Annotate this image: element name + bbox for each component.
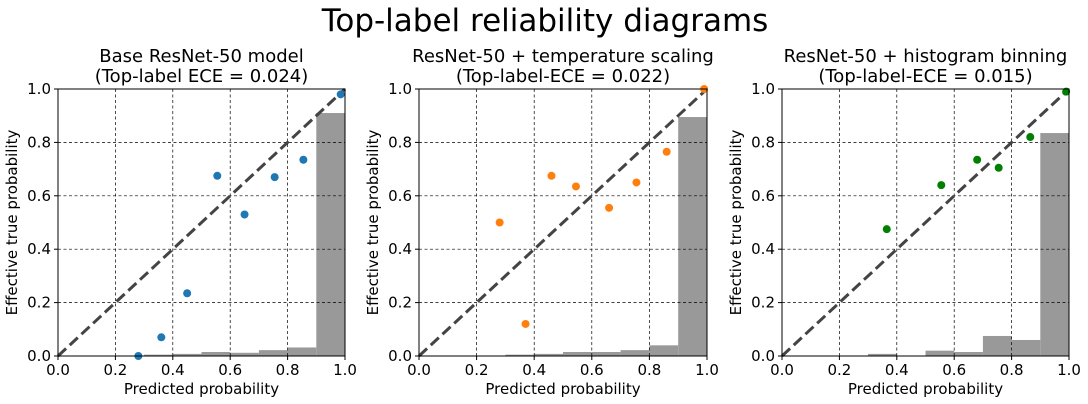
panel-histogram-binning: 0.0 0.2 0.4 0.6 0.8 1.0 0.0 0.2 0.4 0.6 0.8 1.0 ResN… — [727, 46, 1081, 398]
x-tick-label: 0.6 — [218, 361, 242, 379]
x-tick-label: 0.0 — [46, 361, 70, 379]
scatter-point — [547, 171, 556, 180]
y-tick-label: 0.0 — [751, 347, 775, 365]
histogram-bar — [925, 350, 955, 356]
scatter-point — [1026, 133, 1035, 142]
x-tick-label: 0.4 — [161, 361, 185, 379]
y-tick-label: 0.8 — [388, 133, 412, 151]
scatter-point — [571, 182, 580, 191]
axes-frame — [418, 88, 708, 357]
diagonal-reference-line — [417, 87, 709, 358]
scatter-point — [605, 203, 614, 212]
x-axis-label: Predicted probability — [848, 380, 1003, 398]
y-tick-label: 0.0 — [388, 347, 412, 365]
histogram-bar — [954, 351, 983, 356]
scatter-point — [521, 319, 530, 328]
histogram-bar — [591, 351, 621, 356]
histogram-bar — [230, 352, 259, 356]
x-tick-label: 1.0 — [695, 361, 719, 379]
scatter-point — [240, 210, 249, 219]
x-tick-label: 0.4 — [885, 361, 909, 379]
x-tick-label: 0.0 — [770, 361, 794, 379]
y-tick-label: 0.0 — [27, 347, 51, 365]
panel-temperature-scaling: 0.0 0.2 0.4 0.6 0.8 1.00.00.20.40.60.81.0ResN… — [364, 46, 719, 398]
x-tick-label: 0.4 — [522, 361, 546, 379]
y-axis-label: Effective true probability — [3, 129, 21, 315]
y-tick-label: 0.2 — [388, 294, 412, 312]
y-tick-label: 0.8 — [27, 133, 51, 151]
y-tick-label: 1.0 — [27, 80, 51, 98]
panel-title: Base ResNet-50 model — [99, 46, 303, 67]
figure-suptitle: Top-label reliability diagrams — [321, 3, 769, 39]
y-tick-label: 0.6 — [388, 187, 412, 205]
panel-subtitle: (Top-label ECE = 0.024) — [95, 66, 309, 87]
histogram-bar — [287, 347, 317, 356]
scatter-point — [213, 171, 222, 180]
histogram-bar — [678, 117, 707, 356]
scatter-point — [157, 333, 166, 342]
scatter-point — [336, 90, 345, 99]
y-tick-label: 0.8 — [751, 133, 775, 151]
y-tick-label: 1.0 — [388, 80, 412, 98]
histogram-bar — [258, 350, 288, 356]
x-tick-label: 0.6 — [580, 361, 604, 379]
axes-frame — [781, 88, 1070, 357]
histogram-bar — [982, 335, 1012, 356]
panel-title: ResNet-50 + temperature scaling — [412, 46, 714, 67]
y-tick-label: 0.2 — [27, 294, 51, 312]
histogram-bar — [649, 345, 679, 356]
scatter-point — [183, 289, 192, 298]
x-tick-label: 0.8 — [276, 361, 300, 379]
x-tick-label: 0.8 — [1000, 361, 1024, 379]
x-tick-label: 0.2 — [827, 361, 851, 379]
scatter-point — [662, 147, 671, 156]
panel-base-model: 0.0 0.2 0.4 0.6 0.8 1.0 0.0 0.2 0.4 0.6 0.8 1.0 Base… — [3, 46, 357, 398]
y-tick-label: 0.6 — [27, 187, 51, 205]
y-tick-label: 0.2 — [751, 294, 775, 312]
panel-subtitle: (Top-label-ECE = 0.022) — [456, 66, 670, 87]
y-tick-label: 0.4 — [388, 240, 412, 258]
scatter-point — [882, 225, 891, 234]
scatter-point — [632, 178, 641, 187]
y-tick-label: 0.4 — [751, 240, 775, 258]
scatter-point — [937, 181, 946, 190]
x-tick-label: 0.2 — [103, 361, 127, 379]
panel-title: ResNet-50 + histogram binning — [784, 46, 1068, 67]
histogram-bar — [534, 353, 563, 356]
x-axis-label: Predicted probability — [485, 380, 640, 398]
y-axis-label: Effective true probability — [727, 129, 745, 315]
x-tick-label: 1.0 — [333, 361, 357, 379]
histogram-bar — [505, 354, 535, 356]
diagonal-reference-line — [780, 87, 1071, 358]
x-tick-label: 0.8 — [637, 361, 661, 379]
scatter-point — [495, 218, 504, 227]
histogram-bar — [172, 353, 202, 356]
histogram-bar — [563, 351, 592, 356]
x-tick-label: 0.6 — [942, 361, 966, 379]
scatter-point — [973, 155, 982, 164]
diagonal-reference-line — [56, 87, 347, 358]
y-tick-label: 0.4 — [27, 240, 51, 258]
histogram-bar — [868, 353, 897, 356]
histogram-bar — [316, 113, 345, 356]
panel-subtitle: (Top-label-ECE = 0.015) — [818, 66, 1032, 87]
x-axis-label: Predicted probability — [124, 380, 279, 398]
scatter-point — [1062, 87, 1071, 96]
x-tick-label: 1.0 — [1057, 361, 1081, 379]
histogram-bar — [620, 350, 650, 356]
x-tick-label: 0.0 — [407, 361, 431, 379]
histogram-bar — [1040, 133, 1069, 356]
y-tick-label: 0.6 — [751, 187, 775, 205]
histogram-bar — [1011, 339, 1041, 356]
scatter-point — [994, 163, 1003, 172]
scatter-point — [270, 173, 279, 182]
y-axis-label: Effective true probability — [364, 129, 382, 315]
histogram-bar — [201, 351, 231, 356]
histogram-bar — [144, 354, 173, 356]
scatter-point — [299, 155, 308, 164]
axes-frame — [57, 88, 346, 357]
x-tick-label: 0.2 — [465, 361, 489, 379]
y-tick-label: 1.0 — [751, 80, 775, 98]
